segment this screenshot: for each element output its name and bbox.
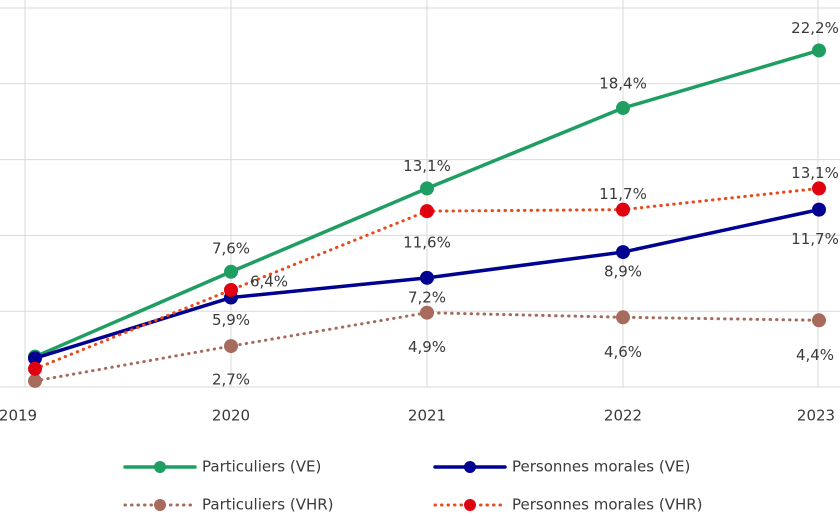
point [812, 202, 826, 217]
point [420, 305, 434, 320]
x-tick-label: 2020 [212, 407, 250, 425]
data-label: 4,9% [408, 338, 446, 356]
legend-marker [464, 461, 476, 473]
data-label: 6,4% [250, 272, 288, 290]
point [420, 270, 434, 285]
legend-marker [464, 499, 476, 511]
point [28, 373, 42, 388]
point [420, 181, 434, 196]
data-label: 11,7% [791, 230, 839, 248]
legend-marker [154, 461, 166, 473]
point [812, 181, 826, 196]
point [420, 204, 434, 219]
point [224, 282, 238, 297]
legend-label: Particuliers (VE) [202, 458, 321, 476]
point [616, 245, 630, 260]
x-tick-label: 2022 [604, 407, 642, 425]
data-label: 13,1% [403, 157, 451, 175]
legend-label: Personnes morales (VHR) [512, 496, 703, 514]
data-label: 2,7% [212, 371, 250, 389]
x-tick-label: 2019 [0, 407, 37, 425]
legend-marker [154, 499, 166, 511]
legend-label: Personnes morales (VE) [512, 458, 690, 476]
x-tick-label: 2023 [797, 407, 835, 425]
data-label: 7,2% [408, 288, 446, 306]
data-label: 11,7% [599, 185, 647, 203]
point [224, 339, 238, 354]
data-label: 7,6% [212, 239, 250, 257]
point [616, 101, 630, 116]
data-label: 8,9% [604, 263, 642, 281]
x-tick-label: 2021 [408, 407, 446, 425]
point [28, 361, 42, 376]
data-label: 11,6% [403, 234, 451, 252]
legend-label: Particuliers (VHR) [202, 496, 334, 514]
point [28, 351, 42, 366]
data-label: 13,1% [791, 164, 839, 182]
data-label: 4,4% [796, 346, 834, 364]
point [812, 43, 826, 58]
data-label: 5,9% [212, 311, 250, 329]
data-label: 4,6% [604, 343, 642, 361]
point [616, 310, 630, 325]
data-label: 22,2% [791, 19, 839, 37]
point [224, 264, 238, 279]
point [616, 202, 630, 217]
point [812, 313, 826, 328]
data-label: 18,4% [599, 75, 647, 93]
